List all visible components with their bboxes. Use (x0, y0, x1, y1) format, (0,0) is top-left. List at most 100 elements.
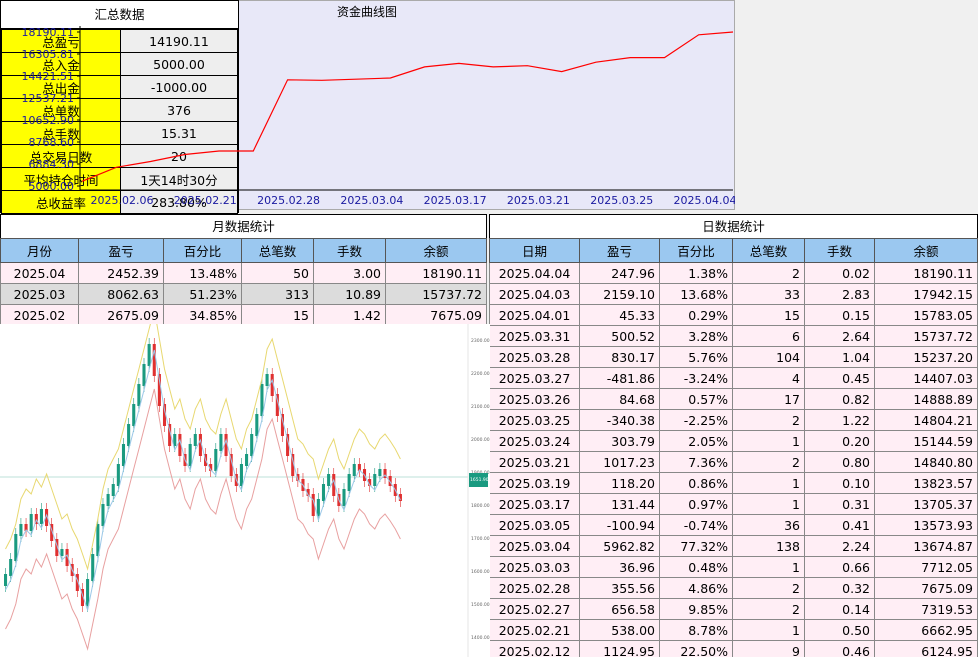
x-tick-label: 2025.03.17 (424, 194, 487, 207)
table-row[interactable]: 2025.03.25 -340.38 -2.25% 2 1.22 14804.21 (489, 409, 978, 431)
daily-cell: 0.45 (804, 367, 875, 389)
x-tick-label: 2025.03.04 (340, 194, 403, 207)
summary-row: 总单数 376 (1, 98, 238, 122)
monthly-header-cell[interactable]: 盈亏 (78, 238, 164, 263)
candle-body (80, 589, 84, 606)
table-row[interactable]: 2025.02.12 1124.95 22.50% 9 0.46 6124.95 (489, 640, 978, 657)
candle-body (29, 514, 33, 531)
candle-body (106, 494, 110, 506)
daily-header-cell[interactable]: 日期 (489, 238, 580, 263)
candle-body (50, 524, 54, 541)
daily-cell: 0.80 (804, 451, 875, 473)
daily-cell: 0.10 (804, 472, 875, 494)
monthly-header-cell[interactable]: 月份 (0, 238, 79, 263)
daily-stats-title: 日数据统计 (489, 214, 978, 238)
daily-cell: 17 (732, 388, 805, 410)
capital-curve-line (81, 31, 734, 182)
monthly-cell: 51.23% (163, 283, 242, 305)
x-tick-label: 2025.03.21 (507, 194, 570, 207)
daily-cell: 84.68 (579, 388, 660, 410)
table-row[interactable]: 2025.02 2675.09 34.85% 15 1.42 7675.09 (0, 304, 487, 326)
table-row[interactable]: 2025.03.05 -100.94 -0.74% 36 0.41 13573.93 (489, 514, 978, 536)
table-row[interactable]: 2025.04.03 2159.10 13.68% 33 2.83 17942.15 (489, 283, 978, 305)
daily-cell: 500.52 (579, 325, 660, 347)
table-row[interactable]: 2025.02.21 538.00 8.78% 1 0.50 6662.95 (489, 619, 978, 641)
candle-body (60, 549, 64, 556)
monthly-header-cell[interactable]: 总笔数 (241, 238, 314, 263)
table-row[interactable]: 2025.02.28 355.56 4.86% 2 0.32 7675.09 (489, 577, 978, 599)
table-row[interactable]: 2025.03.24 303.79 2.05% 1 0.20 15144.59 (489, 430, 978, 452)
table-row[interactable]: 2025.03.27 -481.86 -3.24% 4 0.45 14407.03 (489, 367, 978, 389)
candle-body (34, 514, 38, 524)
monthly-header-cell[interactable]: 百分比 (163, 238, 242, 263)
candle-body (137, 384, 141, 406)
daily-cell: 2025.03.17 (489, 493, 580, 515)
candle-body (250, 434, 254, 456)
daily-cell: 247.96 (579, 262, 660, 284)
table-row[interactable]: 2025.03.21 1017.23 7.36% 2 0.80 14840.80 (489, 451, 978, 473)
candle-body (229, 454, 233, 476)
candle-body (255, 414, 259, 436)
table-row[interactable]: 2025.03.28 830.17 5.76% 104 1.04 15237.20 (489, 346, 978, 368)
y-tick-label: 10652.90 (22, 114, 75, 127)
daily-cell: 15144.59 (874, 430, 978, 452)
table-row[interactable]: 2025.03.04 5962.82 77.32% 138 2.24 13674.87 (489, 535, 978, 557)
daily-header-cell[interactable]: 手数 (804, 238, 875, 263)
daily-header-cell[interactable]: 总笔数 (732, 238, 805, 263)
chart-title: 资金曲线图 (337, 4, 397, 19)
daily-cell: 15237.20 (874, 346, 978, 368)
daily-header-cell[interactable]: 盈亏 (579, 238, 660, 263)
summary-label: 总交易日数 (1, 144, 121, 168)
monthly-stats-panel: 月数据统计 月份 盈亏 百分比 总笔数 手数 余额 2025.04 2452.39 13.48… (0, 214, 487, 326)
candle-body (286, 434, 290, 456)
table-row[interactable]: 2025.03.17 131.44 0.97% 1 0.31 13705.37 (489, 493, 978, 515)
price-scale-label: 2000.00 (471, 437, 490, 443)
table-row[interactable]: 2025.03.31 500.52 3.28% 6 2.64 15737.72 (489, 325, 978, 347)
table-row[interactable]: 2025.03.26 84.68 0.57% 17 0.82 14888.89 (489, 388, 978, 410)
daily-cell: 5962.82 (579, 535, 660, 557)
monthly-header-cell[interactable]: 余额 (385, 238, 487, 263)
daily-cell: 8.78% (659, 619, 733, 641)
candle-body (265, 374, 269, 386)
daily-cell: 0.86% (659, 472, 733, 494)
daily-cell: 0.29% (659, 304, 733, 326)
table-row[interactable]: 2025.02.27 656.58 9.85% 2 0.14 7319.53 (489, 598, 978, 620)
table-row[interactable]: 2025.04.04 247.96 1.38% 2 0.02 18190.11 (489, 262, 978, 284)
table-row[interactable]: 2025.03.03 36.96 0.48% 1 0.66 7712.05 (489, 556, 978, 578)
price-scale-label: 2200.00 (471, 371, 490, 377)
summary-label: 总入金 (1, 52, 121, 76)
daily-cell: 7675.09 (874, 577, 978, 599)
candle-body (198, 434, 202, 456)
table-row[interactable]: 2025.04.01 45.33 0.29% 15 0.15 15783.05 (489, 304, 978, 326)
table-row[interactable]: 2025.03.19 118.20 0.86% 1 0.10 13823.57 (489, 472, 978, 494)
table-row[interactable]: 2025.04 2452.39 13.48% 50 3.00 18190.11 (0, 262, 487, 284)
candle-body (291, 454, 295, 476)
monthly-cell: 2025.02 (0, 304, 79, 326)
daily-cell: 2025.02.27 (489, 598, 580, 620)
daily-cell: 13674.87 (874, 535, 978, 557)
capital-curve-chart: 资金曲线图 18190.11 16305.81 14421.51 12537.21 106… (0, 0, 735, 210)
price-scale-label: 1500.00 (471, 602, 490, 608)
candle-body (168, 424, 172, 446)
daily-cell: 2 (732, 577, 805, 599)
daily-cell: 2025.03.03 (489, 556, 580, 578)
monthly-header-cell[interactable]: 手数 (313, 238, 386, 263)
x-tick-label: 2025.02.28 (257, 194, 320, 207)
daily-cell: 1 (732, 556, 805, 578)
candle-body (188, 444, 192, 466)
monthly-cell: 2025.03 (0, 283, 79, 305)
candle-body (280, 414, 284, 436)
candle-body (332, 474, 336, 496)
daily-header-cell[interactable]: 余额 (874, 238, 978, 263)
daily-cell: 0.97% (659, 493, 733, 515)
daily-header-cell[interactable]: 百分比 (659, 238, 733, 263)
daily-cell: 104 (732, 346, 805, 368)
daily-cell: 3.28% (659, 325, 733, 347)
table-row[interactable]: 2025.03 8062.63 51.23% 313 10.89 15737.72 (0, 283, 487, 305)
candle-body (173, 434, 177, 446)
daily-cell: 2025.03.26 (489, 388, 580, 410)
candle-body (121, 444, 126, 466)
daily-cell: 1 (732, 472, 805, 494)
daily-cell: 355.56 (579, 577, 660, 599)
daily-cell: -340.38 (579, 409, 660, 431)
